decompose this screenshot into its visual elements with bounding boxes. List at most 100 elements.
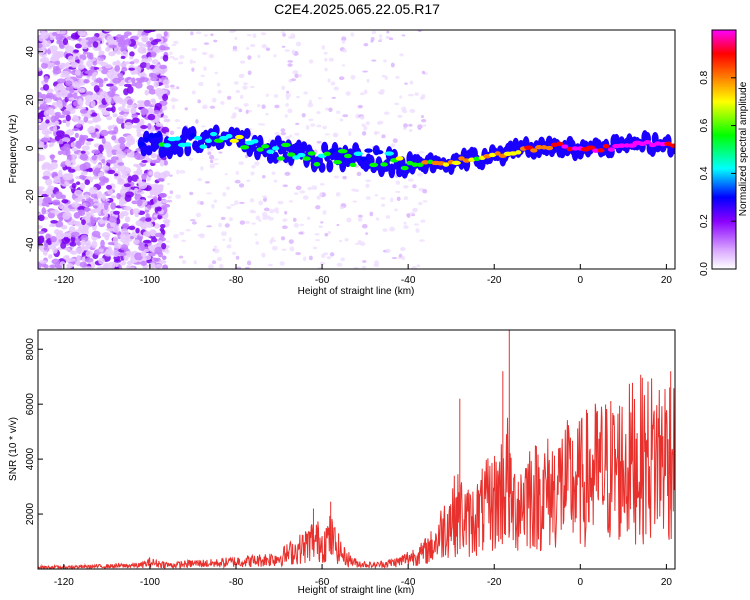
spectrogram-noise-speck — [313, 246, 318, 250]
spectrogram-noise-speck — [319, 192, 323, 197]
spectrogram-noise-speck — [200, 125, 206, 128]
spectrogram-noise-speck — [123, 121, 133, 130]
spectrogram-noise-speck — [141, 159, 148, 163]
spectrogram-noise-speck — [178, 255, 184, 259]
spectrogram-noise-speck — [342, 49, 348, 53]
spectrogram-noise-speck — [45, 188, 53, 196]
spectrogram-noise-speck — [38, 235, 45, 244]
spectrogram-ridge-blob — [229, 138, 239, 144]
spectrogram-noise-speck — [189, 59, 194, 64]
spectrogram-noise-speck — [333, 86, 339, 91]
spectrogram-noise-speck — [394, 102, 400, 106]
spectrogram-noise-speck — [374, 260, 379, 266]
spectrogram-noise-speck — [224, 223, 230, 228]
spectrogram-noise-speck — [57, 229, 64, 236]
spectrogram-ridge-blob — [235, 134, 244, 140]
spectrogram-ridge-blob — [297, 152, 306, 158]
spectrogram-noise-speck — [85, 37, 93, 41]
spectrogram-noise-speck — [414, 92, 419, 96]
spectrogram-noise-speck — [238, 201, 245, 204]
spectrogram-noise-speck — [153, 80, 159, 88]
spectrogram-noise-speck — [379, 34, 383, 38]
spectrogram-noise-speck — [163, 31, 168, 37]
spectrogram-noise-speck — [319, 183, 325, 186]
spectrogram-noise-speck — [175, 194, 182, 199]
spectrogram-noise-speck — [163, 118, 171, 123]
spectrogram-noise-speck — [261, 44, 268, 49]
spectrogram-noise-speck — [103, 202, 109, 211]
spectrogram-noise-speck — [181, 259, 187, 264]
spectrogram-noise-speck — [131, 77, 136, 84]
colorbar-tick-label: 0.2 — [699, 214, 710, 228]
spectrogram-noise-speck — [331, 96, 336, 99]
spectrogram-noise-speck — [110, 202, 117, 210]
spectrogram-noise-speck — [148, 252, 156, 257]
spectrogram-noise-speck — [43, 110, 48, 116]
spectrogram-noise-speck — [158, 45, 166, 51]
spectrogram-noise-speck — [379, 89, 385, 94]
spectrogram-noise-speck — [358, 105, 363, 108]
spectrogram-ridge-band — [318, 162, 326, 173]
spectrogram-noise-speck — [140, 260, 147, 266]
spectrogram-noise-speck — [262, 197, 268, 202]
spectrogram-noise-speck — [159, 64, 168, 70]
spectrogram-ridge-blob — [515, 150, 522, 155]
spectrogram-noise-speck — [176, 169, 180, 175]
spectrogram-noise-speck — [242, 85, 248, 90]
spectrogram-noise-speck — [171, 43, 177, 46]
spectrogram-ridge-blob — [406, 160, 414, 166]
spectrogram-noise-speck — [46, 39, 51, 46]
spectrogram-noise-speck — [81, 145, 90, 151]
spectrogram-noise-speck — [225, 186, 230, 190]
spectrogram-noise-speck — [53, 56, 59, 62]
spectrogram-noise-speck — [361, 131, 367, 136]
spectrogram-noise-speck — [61, 199, 69, 204]
spectrogram-noise-speck — [48, 254, 53, 259]
spectrogram-noise-speck — [115, 149, 123, 155]
spectrogram-noise-speck — [117, 162, 125, 166]
spectrogram-noise-speck — [38, 91, 42, 97]
spectrogram-noise-speck — [62, 119, 67, 123]
spectrogram-noise-speck — [399, 53, 404, 57]
spectrogram-noise-speck — [230, 115, 236, 119]
spectrogram-noise-speck — [137, 46, 147, 54]
spectrogram-noise-speck — [161, 242, 167, 250]
spectrogram-noise-speck — [125, 250, 134, 256]
spectrogram-noise-speck — [363, 125, 368, 131]
spectrogram-noise-speck — [318, 97, 322, 100]
spectrogram-noise-speck — [85, 99, 90, 106]
spectrogram-noise-speck — [97, 78, 104, 84]
spectrogram-noise-speck — [130, 266, 135, 269]
spectrogram-noise-speck — [69, 241, 77, 247]
spectrogram-noise-speck — [77, 206, 86, 211]
spectrogram-noise-speck — [45, 104, 50, 110]
spectrogram-noise-speck — [134, 152, 141, 160]
spectrogram-noise-speck — [399, 95, 403, 99]
spectrogram-noise-speck — [292, 217, 297, 222]
spectrogram-noise-speck — [125, 191, 134, 198]
spectrogram-noise-speck — [38, 261, 42, 269]
spectrogram-noise-speck — [222, 238, 226, 241]
spectrogram-noise-speck — [50, 162, 58, 170]
spectrogram-noise-speck — [83, 79, 88, 84]
spectrogram-noise-speck — [308, 59, 314, 64]
spectrogram-noise-speck — [282, 218, 288, 222]
spectrogram-noise-speck — [150, 76, 158, 82]
spectrogram-noise-speck — [38, 188, 43, 196]
page-title: C2E4.2025.065.22.05.R17 — [274, 1, 440, 17]
spectrogram-noise-speck — [73, 221, 79, 226]
spectrogram-noise-speck — [382, 228, 388, 232]
snr-marks — [38, 330, 675, 569]
spectrogram-noise-speck — [140, 125, 148, 130]
spectrogram-noise-speck — [143, 43, 148, 48]
spectrogram-noise-speck — [150, 40, 159, 46]
spectrogram-noise-speck — [280, 131, 287, 136]
spectrogram-noise-speck — [67, 172, 73, 179]
spectrogram-noise-speck — [104, 234, 110, 241]
spectrogram-ridge-blob — [421, 160, 430, 165]
spectrogram-noise-speck — [159, 192, 168, 198]
spectrogram-ridge-band — [272, 151, 280, 164]
spectrogram-noise-speck — [274, 131, 280, 136]
spectrogram-noise-speck — [198, 81, 204, 87]
spectrogram-noise-speck — [408, 123, 413, 127]
